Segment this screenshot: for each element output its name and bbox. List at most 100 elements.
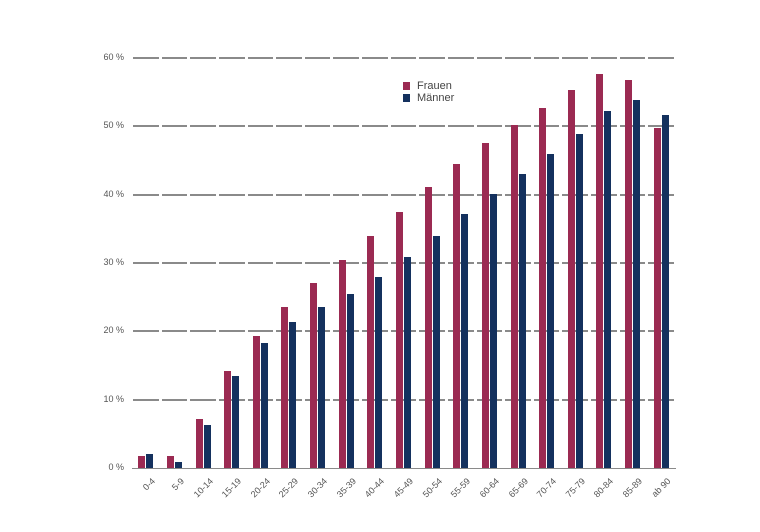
- gridline-segment: [533, 398, 560, 401]
- gridline-segment: [247, 262, 274, 264]
- gridline-segment: [161, 330, 188, 333]
- gridline-segment: [533, 193, 560, 196]
- bar-frauen-65-69: [510, 124, 518, 468]
- gridline-segment: [619, 262, 646, 264]
- gridline-segment: [533, 57, 560, 59]
- gridline-segment: [619, 193, 646, 196]
- gridline-segment: [333, 330, 360, 333]
- gridline-segment: [648, 262, 674, 264]
- bar-frauen-40-44: [367, 236, 375, 468]
- gridline-segment: [648, 57, 674, 59]
- bar-maenner-80-84: [604, 111, 612, 468]
- legend-label-frauen: Frauen: [417, 80, 452, 92]
- bar-frauen-70-74: [539, 107, 547, 468]
- bar-maenner-30-34: [318, 307, 326, 468]
- gridline-segment: [533, 330, 560, 333]
- x-tick-label: 70-74: [534, 476, 559, 500]
- gridline-segment: [276, 125, 302, 128]
- gridline-segment: [161, 193, 188, 196]
- gridline-segment: [247, 193, 274, 196]
- gridline-segment: [362, 398, 388, 401]
- gridline-segment: [190, 57, 216, 59]
- gridline-segment: [247, 330, 274, 333]
- bar-frauen-20-24: [252, 336, 260, 468]
- gridline-segment: [362, 193, 388, 196]
- bar-maenner-70-74: [547, 154, 555, 468]
- gridline-segment: [419, 57, 445, 59]
- gridline-segment: [362, 125, 388, 128]
- gridline-segment: [505, 193, 531, 196]
- gridline-segment: [161, 262, 188, 264]
- gridline-segment: [476, 330, 503, 333]
- bar-maenner-ab-90: [661, 115, 669, 468]
- gridline-segment: [447, 330, 474, 333]
- gridline-segment: [619, 398, 646, 401]
- bar-frauen-0-4: [138, 456, 146, 468]
- gridline-segment: [419, 398, 445, 401]
- gridline-segment: [591, 125, 617, 128]
- bar-frauen-5-9: [166, 456, 174, 468]
- x-tick-label: 20-24: [248, 476, 272, 500]
- bar-maenner-65-69: [518, 174, 526, 468]
- bar-maenner-75-79: [575, 133, 583, 468]
- gridline-segment: [247, 398, 274, 401]
- gridline-segment: [276, 57, 302, 59]
- gridline-segment: [161, 398, 188, 401]
- gridline-segment: [619, 125, 646, 128]
- x-tick-label: 60-64: [477, 476, 501, 500]
- bar-maenner-0-4: [146, 454, 154, 468]
- gridline-segment: [190, 330, 216, 333]
- gridline-segment: [218, 398, 245, 401]
- gridline-segment: [476, 125, 503, 128]
- gridline-segment: [476, 262, 503, 264]
- gridline-segment: [390, 398, 417, 401]
- bar-maenner-5-9: [174, 461, 182, 468]
- x-tick-label: 0-4: [141, 476, 158, 493]
- bar-frauen-60-64: [481, 143, 489, 468]
- gridline-segment: [333, 398, 360, 401]
- x-tick-label: 80-84: [592, 476, 616, 500]
- gridline-segment: [562, 262, 589, 264]
- gridline-segment: [161, 125, 188, 128]
- gridline-segment: [648, 330, 674, 333]
- gridline-segment: [562, 330, 589, 333]
- gridline-segment: [218, 330, 245, 333]
- bar-maenner-20-24: [260, 342, 268, 468]
- gridline-segment: [304, 57, 331, 59]
- gridline-segment: [304, 330, 331, 333]
- bar-frauen-35-39: [338, 260, 346, 468]
- gridline-segment: [276, 330, 302, 333]
- gridline-segment: [447, 262, 474, 264]
- bar-frauen-55-59: [453, 163, 461, 468]
- gridline-segment: [304, 398, 331, 401]
- gridline-segment: [133, 57, 159, 59]
- y-tick-label: 20 %: [103, 325, 124, 336]
- gridline-segment: [218, 193, 245, 196]
- gridline-segment: [591, 398, 617, 401]
- gridline-segment: [304, 193, 331, 196]
- bar-maenner-55-59: [461, 214, 469, 468]
- gridline-segment: [562, 57, 589, 59]
- gridline-segment: [133, 398, 159, 401]
- x-tick-label: 65-69: [506, 476, 530, 500]
- bar-maenner-60-64: [489, 193, 497, 468]
- gridline-segment: [533, 262, 560, 264]
- gridline-segment: [276, 398, 302, 401]
- gridline-segment: [276, 193, 302, 196]
- gridline-segment: [447, 398, 474, 401]
- bar-maenner-15-19: [232, 375, 240, 468]
- gridline-segment: [419, 125, 445, 128]
- bar-maenner-35-39: [346, 294, 354, 468]
- gridline-segment: [505, 330, 531, 333]
- bar-frauen-10-14: [195, 419, 203, 468]
- gridline-segment: [619, 330, 646, 333]
- x-tick-label: 40-44: [363, 476, 387, 500]
- x-tick-label: 30-34: [305, 476, 330, 500]
- bar-maenner-40-44: [375, 277, 383, 468]
- gridline-segment: [648, 193, 674, 196]
- x-tick-label: 85-89: [620, 476, 645, 500]
- gridline-segment: [419, 193, 445, 196]
- x-tick-label: ab 90: [649, 476, 673, 500]
- bar-maenner-45-49: [404, 256, 411, 468]
- gridline-segment: [333, 125, 360, 128]
